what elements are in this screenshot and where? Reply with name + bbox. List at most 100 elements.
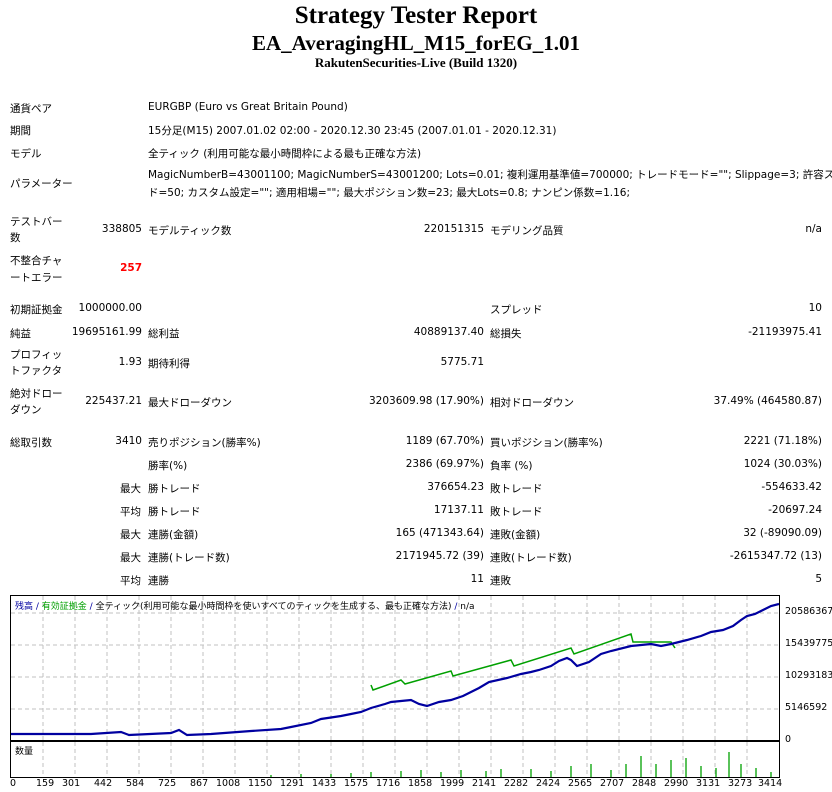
period-value: 15分足(M15) 2007.01.02 02:00 - 2020.12.30 … [148,125,557,137]
trades-value: 3410 [115,435,142,447]
avg-win-value: 17137.11 [433,504,484,516]
legend-model: 全ティック(利用可能な最小時間枠を使いすべてのティックを生成する、最も正確な方法… [95,602,452,612]
long-label: 買いポジション(勝率%) [490,437,603,449]
net-label: 純益 [10,328,31,340]
volume-chart: 数量 [10,741,780,778]
x-tick-1: 159 [36,778,55,789]
x-tick-19: 2707 [600,778,625,789]
short-value: 1189 (67.70%) [405,435,484,447]
symbol-value: EURGBP (Euro vs Great Britain Pound) [148,101,348,113]
short-label: 売りポジション(勝率%) [148,437,261,449]
errors-value: 257 [120,262,142,274]
params-line1: MagicNumberB=43001100; MagicNumberS=4300… [148,169,832,181]
deposit-label: 初期証拠金 [10,304,63,316]
server-build: RakutenSecurities-Live (Build 1320) [314,55,518,70]
balance-chart: 残高 / 有効証拠金 / 全ティック(利用可能な最小時間枠を使いすべてのティック… [10,595,780,741]
legend-balance: 残高 [15,602,34,612]
max-prefix-3: 最大 [120,552,141,564]
params-line2: ド=50; カスタム設定=""; 適用相場=""; 最大ポジション数=23; 最… [148,187,630,199]
errors-label-1: 不整合チャ [10,255,63,267]
win-value: 2386 (69.97%) [405,458,484,470]
x-tick-6: 867 [190,778,209,789]
ticks-value: 220151315 [423,223,484,235]
ea-name: EA_AveragingHL_M15_forEG_1.01 [251,31,580,55]
legend-quality: n/a [460,602,475,612]
avg-cons-loss-label: 連敗 [490,575,511,587]
gross-profit-label: 総利益 [148,328,180,340]
pf-label-1: プロフィッ [10,349,63,361]
volume-label: 数量 [15,747,34,757]
x-tick-14: 1999 [440,778,465,789]
ticks-label: モデルティック数 [148,225,232,237]
gross-profit-value: 40889137.40 [413,326,484,338]
x-tick-4: 584 [126,778,145,789]
max-dd-value: 3203609.98 (17.90%) [368,395,484,407]
x-tick-2: 301 [62,778,81,789]
loss-label: 負率 (%) [490,460,533,472]
avg-win-label: 勝トレード [148,506,201,518]
legend-sep-3: / [451,602,461,612]
long-value: 2221 (71.18%) [743,435,822,447]
y-tick-1: 5146592 [785,702,828,713]
max-win-label: 勝トレード [148,483,201,495]
avg-cons-win-value: 11 [470,573,484,585]
pf-value: 1.93 [118,356,142,368]
abs-dd-label-2: ダウン [10,404,42,416]
model-value: 全ティック (利用可能な最小時間枠による最も正確な方法) [148,148,422,160]
x-tick-17: 2424 [536,778,561,789]
cons-win-cnt-label: 連勝(トレード数) [148,552,230,564]
x-tick-10: 1433 [312,778,337,789]
avg-cons-loss-value: 5 [815,573,822,585]
spread-value: 10 [808,302,822,314]
quality-value: n/a [805,223,822,235]
x-tick-21: 2990 [664,778,689,789]
y-tick-3: 15439775 [785,638,832,649]
max-dd-label: 最大ドローダウン [148,397,232,409]
bars-label-1: テストバー [10,216,63,228]
net-value: 19695161.99 [71,326,142,338]
bars-value: 338805 [101,223,142,235]
x-tick-18: 2565 [568,778,593,789]
trades-label: 総取引数 [10,437,52,449]
rel-dd-label: 相対ドローダウン [490,397,574,409]
x-tick-20: 2848 [632,778,657,789]
x-tick-0: 0 [10,778,17,789]
cons-win-amt-value: 165 (471343.64) [395,527,484,539]
errors-label-2: ートエラー [10,272,63,284]
report-title: Strategy Tester Report [294,2,538,29]
x-tick-5: 725 [158,778,177,789]
avg-loss-value: -20697.24 [768,504,822,516]
max-loss-value: -554633.42 [761,481,822,493]
chart-legend: 残高 / 有効証拠金 / 全ティック(利用可能な最小時間枠を使いすべてのティック… [15,599,475,612]
legend-sep-2: / [86,602,96,612]
period-label: 期間 [10,125,31,137]
x-tick-12: 1716 [376,778,401,789]
bars-label-2: 数 [10,232,21,244]
x-tick-24: 3414 [758,778,783,789]
avg-prefix-2: 平均 [120,575,141,587]
expected-value: 5775.71 [440,356,484,368]
pf-label-2: トファクタ [10,365,63,377]
params-label: パラメーター [10,178,73,190]
symbol-label: 通貨ペア [10,103,52,115]
loss-value: 1024 (30.03%) [743,458,822,470]
legend-sep: / [33,602,42,612]
cons-loss-cnt-label: 連敗(トレード数) [490,552,572,564]
volume-chart-plot [42,742,772,777]
expected-label: 期待利得 [148,358,190,370]
cons-loss-cnt-value: -2615347.72 (13) [729,550,822,562]
x-tick-15: 2141 [472,778,497,789]
spread-label: スプレッド [490,304,543,316]
cons-loss-amt-label: 連敗(金額) [490,529,541,541]
x-tick-8: 1150 [248,778,273,789]
y-tick-0: 0 [785,734,792,745]
x-tick-22: 3131 [696,778,721,789]
avg-prefix: 平均 [120,506,141,518]
abs-dd-value: 225437.21 [85,395,142,407]
model-label: モデル [10,148,42,160]
y-tick-2: 10293183 [785,670,832,681]
max-win-value: 376654.23 [427,481,484,493]
x-tick-13: 1858 [408,778,433,789]
x-tick-23: 3273 [728,778,753,789]
cons-loss-amt-value: 32 (-89090.09) [743,527,822,539]
